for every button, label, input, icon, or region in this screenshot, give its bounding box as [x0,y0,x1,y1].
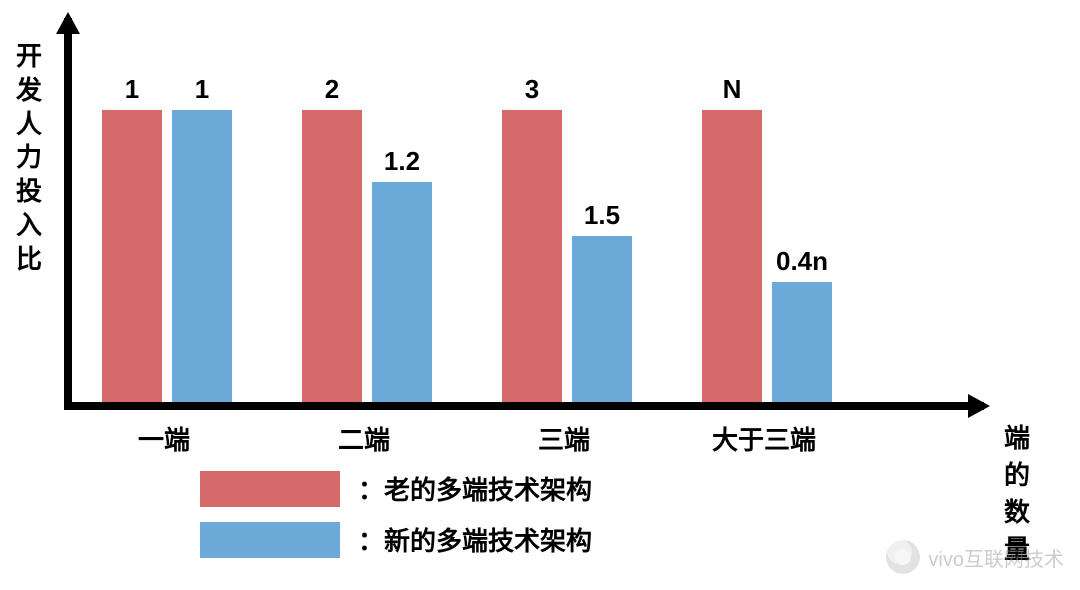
bar-value-label: 1.5 [572,200,632,231]
bar-value-label: 0.4n [772,246,832,277]
category-label: 三端 [474,420,654,457]
wechat-icon [886,540,920,574]
bar-value-label: 1 [102,74,162,105]
category-label: 二端 [274,420,454,457]
bar-value-label: 3 [502,74,562,105]
category-label: 一端 [74,420,254,457]
legend-item: ：新的多端技术架构 [200,521,592,558]
bar-new: 0.4n [772,282,832,402]
legend-swatch [200,522,340,558]
bar-value-label: N [702,74,762,105]
legend-label: ：老的多端技术架构 [358,470,592,507]
bar-new: 1 [172,110,232,402]
category-label: 大于三端 [674,420,854,457]
plot-area: 1121.231.5N0.4n [72,10,952,402]
legend-label: ：新的多端技术架构 [358,521,592,558]
y-axis [64,18,72,410]
bar-old: 2 [302,110,362,402]
bar-value-label: 1 [172,74,232,105]
bar-new: 1.5 [572,236,632,402]
bar-old: N [702,110,762,402]
watermark: vivo互联网技术 [886,540,1064,574]
x-axis-arrow [968,394,990,418]
y-axis-title: 开发人力投入比 [14,40,44,277]
legend-item: ：老的多端技术架构 [200,470,592,507]
legend: ：老的多端技术架构 ：新的多端技术架构 [200,470,592,572]
bar-chart: 开发人力投入比 1121.231.5N0.4n 端的数量 一端二端三端大于三端 [64,10,1014,430]
bar-old: 3 [502,110,562,402]
watermark-text: vivo互联网技术 [928,543,1064,572]
x-axis [64,402,984,410]
legend-swatch [200,471,340,507]
bar-new: 1.2 [372,182,432,402]
bar-value-label: 1.2 [372,146,432,177]
bar-value-label: 2 [302,74,362,105]
bar-old: 1 [102,110,162,402]
